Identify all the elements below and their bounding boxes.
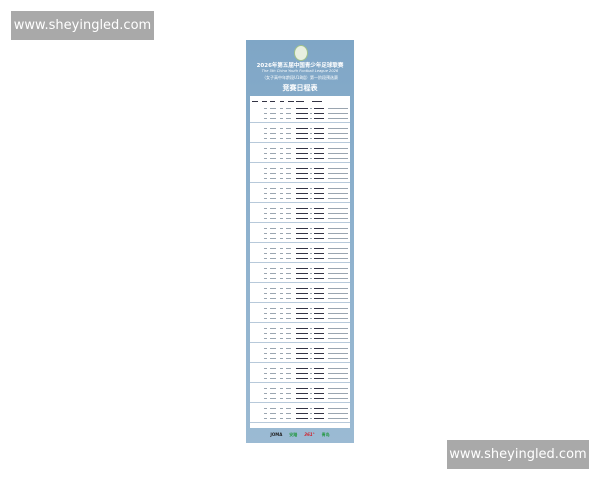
row-divider (250, 342, 350, 343)
table-row (250, 416, 350, 420)
poster-heading: 竞赛日程表 (282, 84, 318, 92)
table-row (250, 256, 350, 260)
row-divider (250, 262, 350, 263)
table-row (250, 276, 350, 280)
table-row (250, 396, 350, 400)
row-divider (250, 402, 350, 403)
table-row (250, 331, 350, 335)
row-divider (250, 122, 350, 123)
table-row (250, 291, 350, 295)
sponsor-logo: JOMA (270, 432, 283, 437)
poster-subtitle-cn: （女子高中年龄段U18组）第一阶段预选赛 (261, 75, 339, 80)
table-row (250, 336, 350, 340)
table-row (250, 216, 350, 220)
table-row (250, 111, 350, 115)
table-row (250, 176, 350, 180)
table-row (250, 191, 350, 195)
row-divider (250, 162, 350, 163)
watermark-top: www.sheyingled.com (11, 11, 154, 40)
table-header (250, 99, 350, 103)
table-row (250, 196, 350, 200)
poster-title: 2026年第五届中国青少年足球联赛 (256, 63, 344, 69)
table-row (250, 386, 350, 390)
table-row (250, 391, 350, 395)
table-row (250, 296, 350, 300)
sponsor-logo: 青岛 (321, 432, 330, 437)
table-row (250, 116, 350, 120)
sponsor-logo: 安踏 (289, 432, 298, 437)
table-row (250, 186, 350, 190)
table-row (250, 226, 350, 230)
row-divider (250, 422, 350, 423)
table-row (250, 136, 350, 140)
row-divider (250, 222, 350, 223)
table-row (250, 311, 350, 315)
table-row (250, 326, 350, 330)
table-row (250, 146, 350, 150)
table-row (250, 251, 350, 255)
sponsor-bar: JOMA 安踏 361° 青岛 (246, 432, 354, 438)
table-row (250, 306, 350, 310)
league-logo-icon (294, 45, 308, 61)
table-row (250, 171, 350, 175)
table-row (250, 206, 350, 210)
sponsor-logo: 361° (304, 432, 315, 437)
table-row (250, 151, 350, 155)
table-row (250, 406, 350, 410)
table-row (250, 346, 350, 350)
table-row (250, 271, 350, 275)
table-row (250, 126, 350, 130)
row-divider (250, 302, 350, 303)
row-divider (250, 202, 350, 203)
table-row (250, 316, 350, 320)
table-row (250, 356, 350, 360)
row-divider (250, 322, 350, 323)
watermark-bottom: www.sheyingled.com (447, 440, 589, 469)
table-row (250, 366, 350, 370)
table-row (250, 156, 350, 160)
table-row (250, 376, 350, 380)
row-divider (250, 242, 350, 243)
table-row (250, 106, 350, 110)
row-divider (250, 182, 350, 183)
table-row (250, 131, 350, 135)
row-divider (250, 362, 350, 363)
row-divider (250, 142, 350, 143)
table-row (250, 351, 350, 355)
table-row (250, 231, 350, 235)
table-row (250, 246, 350, 250)
table-row (250, 266, 350, 270)
table-row (250, 211, 350, 215)
poster-subtitle-en: The 5th China Youth Football League 2026 (261, 69, 339, 73)
table-row (250, 371, 350, 375)
schedule-poster: 2026年第五届中国青少年足球联赛 The 5th China Youth Fo… (246, 40, 354, 443)
row-divider (250, 382, 350, 383)
schedule-table (250, 96, 350, 428)
table-row (250, 411, 350, 415)
row-divider (250, 282, 350, 283)
table-row (250, 166, 350, 170)
table-row (250, 286, 350, 290)
table-row (250, 236, 350, 240)
